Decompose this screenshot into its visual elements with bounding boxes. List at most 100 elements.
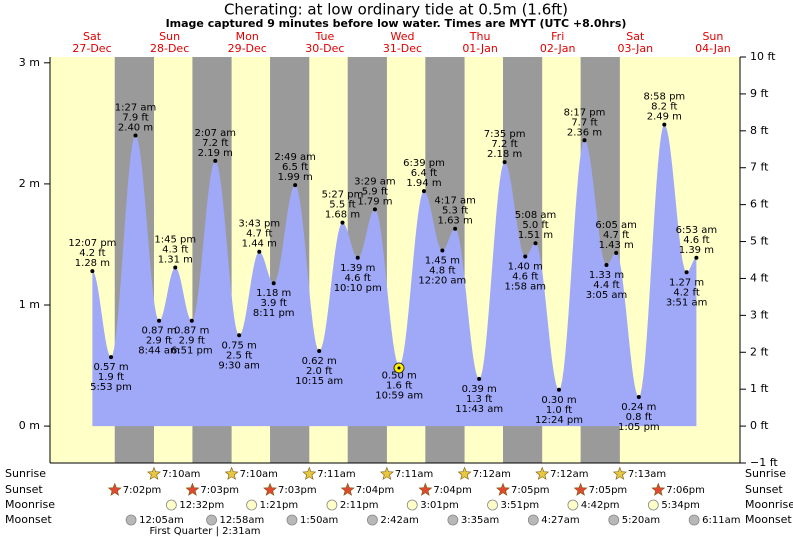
tide-time: 12:24 pm xyxy=(535,415,583,426)
tide-height-m: 2.49 m xyxy=(647,112,682,123)
sunrise-icon xyxy=(457,466,472,480)
tide-point xyxy=(421,189,426,194)
tide-point xyxy=(604,263,609,268)
sunrise-icon xyxy=(224,466,239,480)
tide-point xyxy=(340,220,345,225)
tide-point xyxy=(293,183,298,188)
tide-height-ft: 2.5 ft xyxy=(226,350,252,361)
sunset-icon xyxy=(340,482,355,496)
tide-height-ft: 0.8 ft xyxy=(626,412,652,423)
tide-height-ft: 3.9 ft xyxy=(261,298,287,309)
tide-height-m: 1.33 m xyxy=(589,270,624,281)
y-tick-label: 2 m xyxy=(19,177,40,190)
tide-point xyxy=(109,355,114,360)
tide-time: 3:51 am xyxy=(666,297,708,308)
day-name: Fri xyxy=(551,30,564,43)
tide-time: 8:17 pm xyxy=(564,107,606,118)
tide-height-ft: 4.6 ft xyxy=(345,273,371,284)
moonrise-time: 3:51pm xyxy=(501,500,540,511)
sunrise-time: 7:12am xyxy=(550,469,588,480)
tide-time: 6:51 pm xyxy=(171,346,213,357)
moonrise-icon xyxy=(647,499,659,511)
moonset-icon xyxy=(366,514,378,526)
tide-point xyxy=(189,318,194,323)
chart-title: Cherating: at low ordinary tide at 0.5m … xyxy=(224,1,568,19)
y2-tick-label: 4 ft xyxy=(750,271,769,284)
tide-time: 2:49 am xyxy=(274,152,316,163)
tide-height-m: 0.30 m xyxy=(541,395,576,406)
day-name: Thu xyxy=(469,30,491,43)
moonset-time: 6:11am xyxy=(702,515,740,526)
tide-height-ft: 4.4 ft xyxy=(593,280,619,291)
tide-point xyxy=(90,269,95,274)
day-date: 28-Dec xyxy=(150,42,189,55)
tide-point xyxy=(582,138,587,143)
moon-phase: First Quarter | 2:31am xyxy=(150,526,261,537)
day-date: 29-Dec xyxy=(228,42,267,55)
row-label: Sunset xyxy=(5,483,43,496)
tide-height-m: 1.94 m xyxy=(406,178,441,189)
tide-point xyxy=(502,160,507,165)
sunset-icon xyxy=(185,482,200,496)
day-date: 30-Dec xyxy=(305,42,344,55)
tide-height-ft: 7.2 ft xyxy=(491,139,517,150)
tide-height-ft: 4.7 ft xyxy=(246,229,272,240)
day-date: 31-Dec xyxy=(383,42,422,55)
moonset-time: 2:42am xyxy=(380,515,418,526)
moonset-icon xyxy=(447,514,459,526)
moonrise-time: 3:01pm xyxy=(420,500,459,511)
tide-point xyxy=(133,133,138,138)
moonset-icon xyxy=(688,514,700,526)
tide-time: 7:35 pm xyxy=(484,129,526,140)
tide-time: 4:17 am xyxy=(434,196,476,207)
tide-height-m: 0.50 m xyxy=(382,371,417,382)
y2-tick-label: 1 ft xyxy=(750,382,769,395)
tide-point xyxy=(317,349,322,354)
sunrise-icon xyxy=(379,466,394,480)
tide-height-ft: 7.2 ft xyxy=(202,138,228,149)
tide-point xyxy=(237,333,242,338)
tide-point xyxy=(372,207,377,212)
moonset-icon xyxy=(286,514,298,526)
tide-time: 1:27 am xyxy=(115,102,157,113)
tide-height-ft: 5.9 ft xyxy=(362,186,388,197)
tide-time: 8:11 pm xyxy=(253,308,295,319)
tide-point xyxy=(636,395,641,400)
tide-time: 1:58 am xyxy=(504,282,546,293)
current-time-dot xyxy=(397,366,401,370)
tide-time: 3:05 am xyxy=(586,290,628,301)
tide-point xyxy=(477,376,482,381)
sunset-time: 7:04pm xyxy=(433,485,472,496)
y2-tick-label: −1 ft xyxy=(750,456,778,469)
tide-time: 1:45 pm xyxy=(154,234,196,245)
moonset-icon xyxy=(527,514,539,526)
day-date: 01-Jan xyxy=(462,42,498,55)
tide-height-ft: 8.2 ft xyxy=(651,102,677,113)
tide-height-ft: 6.5 ft xyxy=(282,162,308,173)
moonset-time: 12:58am xyxy=(220,515,265,526)
tide-height-ft: 4.2 ft xyxy=(673,287,699,298)
tide-time: 3:43 pm xyxy=(238,219,280,230)
moonrise-time: 1:21pm xyxy=(260,500,299,511)
tide-height-ft: 2.9 ft xyxy=(179,336,205,347)
y2-tick-label: 9 ft xyxy=(750,87,769,100)
sunset-icon xyxy=(496,482,510,496)
tide-height-m: 1.68 m xyxy=(325,210,360,221)
row-label: Sunrise xyxy=(5,467,46,480)
sunrise-time: 7:10am xyxy=(162,469,200,480)
sunrise-time: 7:12am xyxy=(473,469,511,480)
tide-height-m: 0.62 m xyxy=(302,356,337,367)
tide-height-m: 1.63 m xyxy=(438,216,473,227)
moonset-time: 1:50am xyxy=(300,515,338,526)
sunset-icon xyxy=(573,482,588,496)
day-date: 27-Dec xyxy=(72,42,111,55)
moonrise-icon xyxy=(165,499,177,511)
tide-time: 5:08 am xyxy=(515,210,557,221)
moonrise-icon xyxy=(487,499,498,511)
tide-height-m: 1.44 m xyxy=(242,239,277,250)
row-label: Sunset xyxy=(745,483,783,496)
tide-height-m: 0.24 m xyxy=(621,402,656,413)
moonrise-time: 12:32pm xyxy=(179,500,224,511)
tide-time: 6:05 am xyxy=(595,220,637,231)
moonrise-icon xyxy=(246,499,258,511)
